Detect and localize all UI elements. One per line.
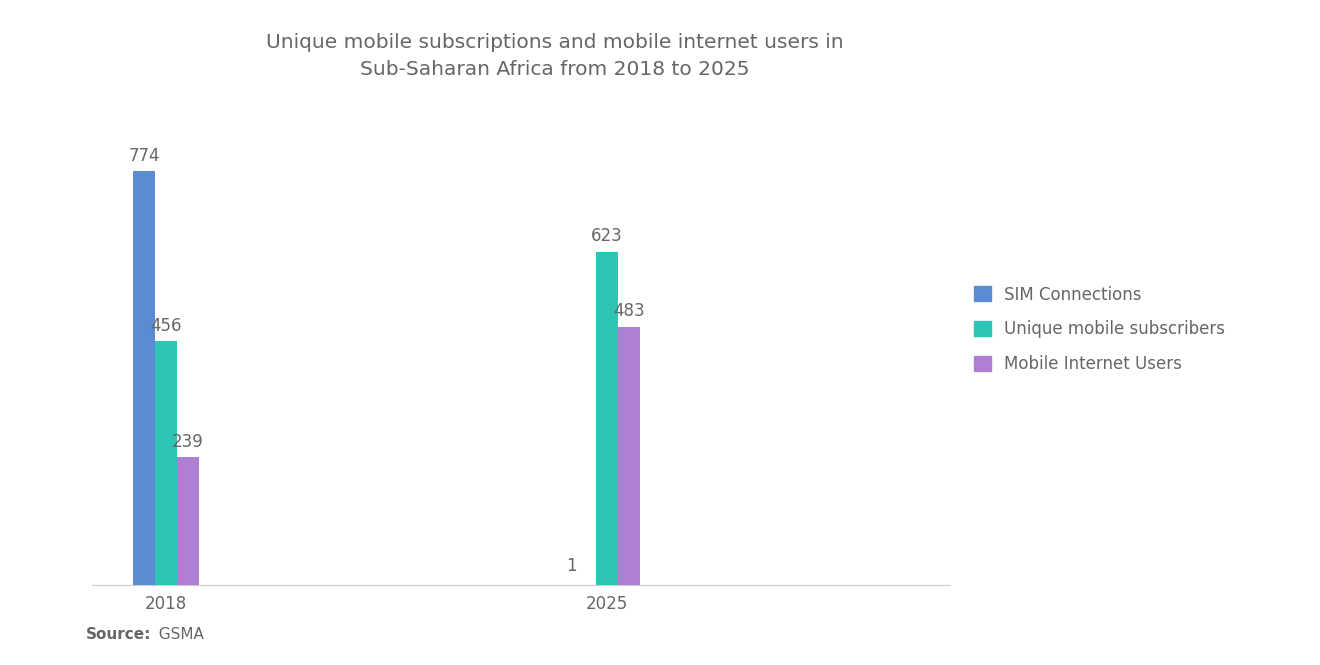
Text: GSMA: GSMA [149, 626, 205, 642]
Text: 483: 483 [614, 303, 645, 321]
Text: 623: 623 [591, 227, 623, 245]
Bar [177, 458, 199, 585]
Text: 1: 1 [566, 557, 577, 575]
Text: 239: 239 [172, 433, 203, 451]
Text: 456: 456 [150, 317, 182, 334]
Text: Unique mobile subscriptions and mobile internet users in
Sub-Saharan Africa from: Unique mobile subscriptions and mobile i… [265, 33, 843, 78]
Bar [597, 252, 618, 585]
Text: 774: 774 [128, 147, 160, 165]
Bar [156, 341, 177, 585]
Bar [133, 171, 154, 585]
Legend: SIM Connections, Unique mobile subscribers, Mobile Internet Users: SIM Connections, Unique mobile subscribe… [968, 279, 1232, 380]
Bar [619, 327, 640, 585]
Text: Source:: Source: [86, 626, 152, 642]
